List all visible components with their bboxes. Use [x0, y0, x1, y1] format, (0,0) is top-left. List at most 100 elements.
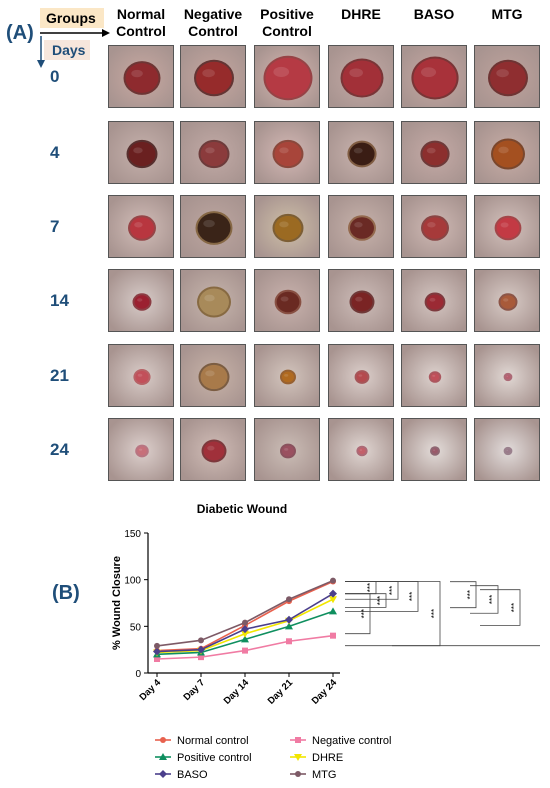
- day-label: 4: [50, 143, 60, 162]
- days-header-box: Days: [44, 40, 90, 60]
- data-point: [329, 589, 337, 598]
- y-tick-label: 50: [130, 622, 142, 633]
- wound-photo: [108, 269, 174, 332]
- data-point: [154, 656, 160, 662]
- day-label: 21: [50, 366, 69, 385]
- wound-photo: [180, 344, 246, 407]
- x-tick-label: Day 14: [222, 677, 252, 707]
- day-label: 7: [50, 217, 60, 236]
- y-tick-label: 100: [124, 576, 141, 587]
- wound-photo: [328, 195, 394, 258]
- wound-photo: [328, 121, 394, 184]
- column-header: Negative Control: [183, 6, 243, 39]
- wound-photo: [328, 269, 394, 332]
- wound-photo: [180, 269, 246, 332]
- wound-photo: [401, 269, 467, 332]
- wound-photo: [108, 45, 174, 108]
- legend-label: Negative control: [312, 735, 392, 747]
- data-point: [329, 607, 337, 615]
- wound-photo: [474, 344, 540, 407]
- wound-photo: [328, 418, 394, 481]
- data-point: [286, 638, 292, 645]
- wound-photo: [474, 121, 540, 184]
- wound-photo: [254, 344, 320, 407]
- wound-photo: [328, 45, 394, 108]
- y-tick-label: 150: [124, 529, 141, 540]
- significance-bracket: [480, 589, 521, 626]
- column-header: BASO: [413, 6, 455, 22]
- significance-bracket: [345, 593, 387, 608]
- column-header: DHRE: [341, 6, 381, 22]
- data-point: [154, 642, 160, 649]
- wound-photo: [254, 45, 320, 108]
- significance-label: ***: [388, 586, 397, 595]
- y-tick-label: 0: [135, 669, 141, 680]
- significance-label: ***: [466, 590, 475, 599]
- legend-marker: [159, 753, 167, 760]
- data-point: [330, 577, 336, 584]
- data-point: [329, 596, 337, 604]
- significance-label: ***: [376, 596, 385, 605]
- wound-photo: [474, 418, 540, 481]
- days-arrow-icon: [37, 36, 45, 68]
- significance-bracket: [450, 581, 477, 609]
- legend-marker: [294, 754, 302, 761]
- wound-photo: [474, 269, 540, 332]
- legend-label: DHRE: [312, 752, 343, 764]
- wound-photo: [474, 45, 540, 108]
- wound-photo: [108, 121, 174, 184]
- x-tick-label: Day 7: [181, 677, 207, 703]
- wound-photo: [254, 195, 320, 258]
- data-point: [285, 615, 293, 624]
- x-tick-label: Day 21: [266, 677, 296, 707]
- data-point: [286, 596, 292, 603]
- days-label: Days: [52, 42, 86, 58]
- wound-photo: [254, 269, 320, 332]
- data-point: [285, 622, 293, 630]
- day-label: 14: [50, 291, 69, 310]
- data-point: [153, 647, 161, 656]
- wound-photo: [180, 121, 246, 184]
- column-header: Positive Control: [260, 6, 314, 39]
- data-point: [241, 630, 249, 638]
- significance-label: ***: [510, 603, 519, 612]
- significance-label: ***: [360, 609, 369, 618]
- groups-label: Groups: [46, 10, 96, 26]
- wound-closure-chart: Diabetic Wound 0 50 100 150 % Wound Closure Da…: [111, 502, 540, 781]
- wound-photo: [328, 344, 394, 407]
- significance-label: ***: [366, 583, 375, 592]
- panel-a-label: (A): [6, 22, 34, 44]
- wound-photo: [180, 45, 246, 108]
- panel-b-label: (B): [52, 582, 80, 604]
- significance-label: ***: [408, 592, 417, 601]
- wound-photo: [474, 195, 540, 258]
- wound-photo: [254, 121, 320, 184]
- day-label: 24: [50, 440, 69, 459]
- significance-label: ***: [430, 609, 439, 618]
- legend-marker: [159, 770, 167, 778]
- wound-photo: [401, 195, 467, 258]
- data-point: [242, 619, 248, 626]
- wound-photo: [180, 195, 246, 258]
- data-point: [197, 645, 205, 654]
- wound-photo: [401, 45, 467, 108]
- column-header: MTG: [491, 6, 523, 22]
- legend-label: BASO: [177, 769, 208, 781]
- y-axis-label: % Wound Closure: [111, 556, 123, 650]
- data-point: [198, 654, 204, 661]
- data-point: [241, 625, 249, 634]
- day-label: 0: [50, 67, 60, 86]
- wound-photo: [401, 121, 467, 184]
- column-header: Normal Control: [116, 6, 166, 39]
- legend-label: Normal control: [177, 735, 249, 747]
- wound-photo: [254, 418, 320, 481]
- groups-header-box: Groups: [40, 8, 104, 28]
- data-point: [241, 635, 249, 643]
- wound-photo: [108, 195, 174, 258]
- data-point: [242, 647, 248, 654]
- legend-marker: [160, 737, 166, 743]
- wound-photo: [108, 418, 174, 481]
- data-point: [198, 637, 204, 644]
- data-point: [330, 632, 336, 639]
- wound-photo: [108, 344, 174, 407]
